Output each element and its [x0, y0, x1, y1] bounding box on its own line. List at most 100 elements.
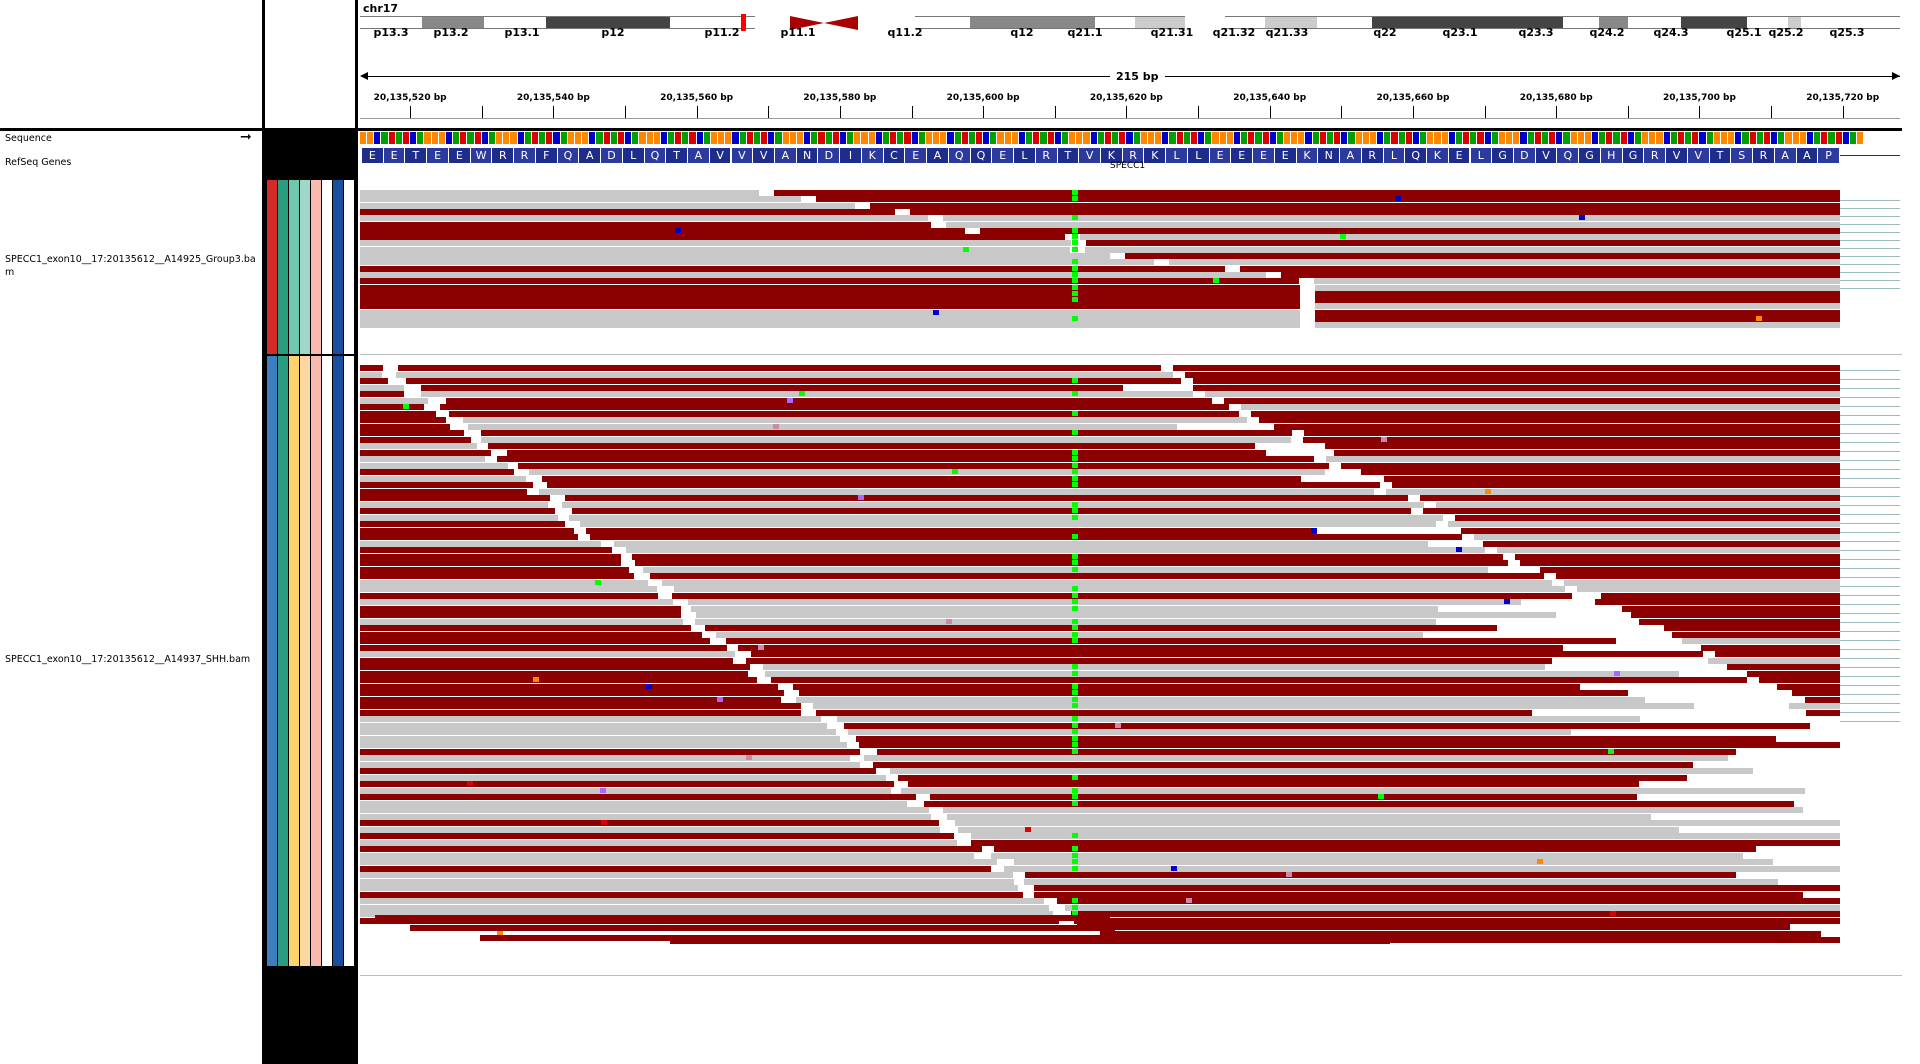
ruler-tick-label: 20,135,540 bp: [516, 93, 590, 103]
aligned-read: [360, 514, 559, 521]
attribute-cell: [300, 356, 310, 966]
aligned-read: [360, 891, 1024, 898]
attribute-cell: [300, 180, 310, 354]
amino-acid: L: [622, 148, 644, 163]
aligned-read: [360, 605, 681, 612]
chromosome-ideogram[interactable]: [360, 14, 1900, 31]
aligned-read: [360, 872, 1013, 878]
mismatch-base: [1072, 560, 1078, 565]
aligned-read: [844, 722, 1811, 729]
mismatch-base: [1072, 196, 1078, 202]
aligned-read: [691, 605, 1439, 612]
amino-acid: L: [1470, 148, 1492, 163]
aligned-read: [360, 722, 827, 729]
aligned-read: [738, 644, 1564, 651]
sequence-base: [1606, 132, 1613, 144]
aligned-read: [360, 878, 1015, 885]
sequence-base: [531, 132, 539, 144]
attribute-panel-divider[interactable]: [355, 0, 358, 1064]
aligned-read: [847, 729, 1571, 735]
sequence-base: [1592, 132, 1599, 144]
sequence-base: [1305, 132, 1312, 144]
mismatch-base: [1485, 488, 1492, 494]
aligned-read: [929, 794, 1638, 800]
sequence-base: [402, 132, 410, 144]
ideogram-band-label: q23.1: [1442, 26, 1478, 39]
aligned-read: [360, 579, 649, 586]
sequence-base: [496, 132, 503, 144]
soft-clip: [1840, 264, 1900, 265]
track-name-bam-group3[interactable]: SPECC1_exon10__17:20135612__A14925_Group…: [5, 254, 256, 278]
aligned-read: [360, 227, 966, 234]
ruler-tick: [410, 106, 412, 118]
sequence-base: [997, 132, 1004, 144]
track-name-sequence[interactable]: Sequence: [5, 133, 52, 144]
sequence-base: [875, 132, 882, 144]
aligned-read: [360, 794, 916, 800]
sequence-base: [689, 132, 696, 144]
name-panel-divider[interactable]: [262, 0, 265, 1064]
header-separator[interactable]: [0, 128, 1902, 131]
ideogram-band: [1788, 16, 1801, 29]
aligned-read: [715, 631, 1424, 638]
aligned-read: [1014, 859, 1773, 865]
sequence-base: [503, 132, 510, 144]
sequence-base: [718, 132, 725, 144]
aligned-read: [909, 208, 1840, 215]
sequence-base: [438, 132, 445, 144]
amino-acid: A: [688, 148, 709, 163]
ideogram-band-label: q24.3: [1653, 26, 1689, 39]
aligned-read: [467, 423, 1178, 430]
sequence-base: [1756, 132, 1763, 144]
aligned-read: [360, 573, 634, 579]
aligned-read: [360, 240, 1071, 247]
track-name-refseq-genes[interactable]: RefSeq Genes: [5, 157, 72, 168]
sequence-base: [1728, 132, 1735, 144]
mismatch-base: [932, 309, 939, 315]
header-name-panel: [0, 0, 262, 128]
amino-acid: Q: [644, 148, 666, 163]
mismatch-base: [716, 696, 723, 702]
ruler-tick: [911, 106, 913, 118]
aligned-read: [863, 755, 1728, 761]
aligned-read: [360, 221, 932, 228]
ideogram-band: [1681, 16, 1747, 29]
sequence-base: [1470, 132, 1477, 144]
mismatch-base: [1072, 729, 1078, 734]
mismatch-base: [1072, 859, 1078, 864]
aligned-read: [946, 221, 1840, 228]
aligned-read: [670, 938, 1390, 944]
aligned-read: [764, 670, 1680, 677]
aligned-read: [1223, 397, 1840, 404]
attribute-cell: [333, 356, 343, 966]
mismatch-base: [1072, 271, 1078, 277]
aligned-read: [796, 696, 1645, 703]
ideogram-band: [1747, 16, 1788, 29]
mismatch-base: [1072, 234, 1078, 240]
track-name-bam-shh[interactable]: SPECC1_exon10__17:20135612__A14937_SHH.b…: [5, 654, 251, 665]
attribute-cell: [344, 356, 354, 966]
sequence-base: [897, 132, 904, 144]
aligned-read: [360, 423, 451, 430]
amino-acid: E: [1231, 148, 1253, 163]
mismatch-base: [1536, 859, 1543, 864]
attribute-cell: [289, 180, 299, 354]
sequence-base: [1520, 132, 1527, 144]
aligned-read: [771, 677, 1747, 683]
sequence-base: [1133, 132, 1140, 144]
ruler-tick: [1484, 106, 1486, 118]
soft-clip: [1840, 487, 1900, 488]
sequence-base: [703, 132, 710, 144]
sequence-base: [1549, 132, 1556, 144]
arrow-right-icon[interactable]: ➞: [240, 129, 252, 145]
sequence-base: [1226, 132, 1233, 144]
sequence-base: [682, 132, 689, 144]
aligned-read: [360, 826, 941, 833]
aligned-read: [360, 553, 622, 560]
aligned-read: [360, 284, 1300, 291]
sequence-base: [1434, 132, 1441, 144]
sequence-base: [1849, 132, 1857, 144]
sequence-base: [1190, 132, 1198, 144]
sequence-base: [1484, 132, 1491, 144]
aligned-read: [1420, 495, 1840, 501]
